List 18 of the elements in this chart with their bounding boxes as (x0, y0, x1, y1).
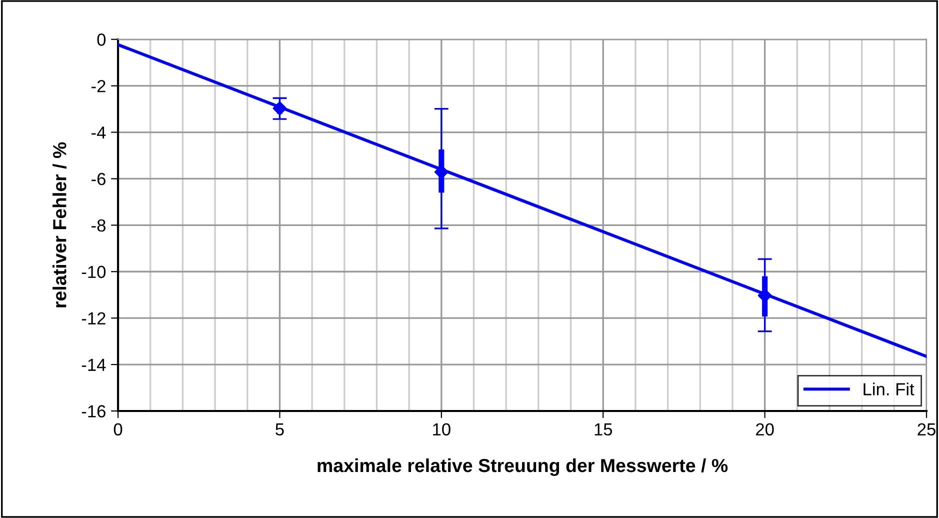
y-tick-label: -2 (92, 80, 106, 92)
y-tick-label: -16 (82, 405, 106, 418)
x-tick-label: 10 (433, 423, 450, 436)
y-tick-label: -6 (92, 172, 106, 186)
x-tick-label: 25 (918, 423, 936, 436)
x-axis-title: maximale relative Streuung der Messwerte / % (318, 458, 728, 476)
y-tick-label: -12 (82, 312, 106, 324)
y-tick-label: -4 (92, 126, 106, 139)
x-tick-label: 15 (594, 423, 612, 436)
x-tick-label: 5 (276, 423, 284, 436)
x-tick-label: 0 (114, 423, 122, 436)
x-tick-label: 20 (756, 423, 774, 436)
y-tick-label: -8 (92, 219, 106, 232)
y-axis-title: relativer Fehler / % (52, 142, 67, 308)
y-tick-label: 0 (97, 34, 106, 46)
y-tick-label: -14 (82, 358, 106, 371)
y-tick-label: -10 (82, 266, 106, 278)
legend-label: Lin. Fit (864, 382, 914, 396)
